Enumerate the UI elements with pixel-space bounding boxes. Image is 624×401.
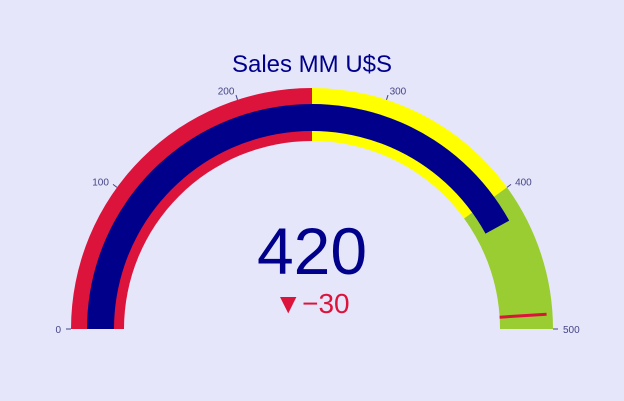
gauge-tick-300: [385, 94, 389, 100]
gauge-ticks: 0 100 200 300 400 500: [55, 86, 580, 336]
gauge-delta: ▼−30: [274, 288, 349, 319]
gauge-tick-label-200: 200: [218, 86, 235, 97]
delta-triangle-icon: ▼: [274, 288, 302, 319]
gauge-tick-label-100: 100: [92, 177, 109, 188]
gauge-tick-400: [506, 184, 512, 188]
chart-title: Sales MM U$S: [232, 51, 392, 78]
gauge-tick-label-0: 0: [55, 325, 61, 336]
gauge-tick-label-400: 400: [515, 177, 532, 188]
gauge-threshold: [499, 312, 547, 319]
gauge-tick-label-300: 300: [390, 86, 407, 97]
gauge-threshold-group: [499, 312, 547, 319]
gauge-value: 420: [257, 214, 367, 288]
gauge-tick-100: [112, 184, 118, 188]
gauge-tick-200: [235, 94, 239, 100]
gauge-step-0: [71, 88, 312, 329]
delta-value: −30: [302, 288, 350, 319]
gauge-tick-label-500: 500: [563, 325, 580, 336]
gauge-bar-group: [87, 103, 510, 329]
gauge-bar: [87, 103, 510, 329]
